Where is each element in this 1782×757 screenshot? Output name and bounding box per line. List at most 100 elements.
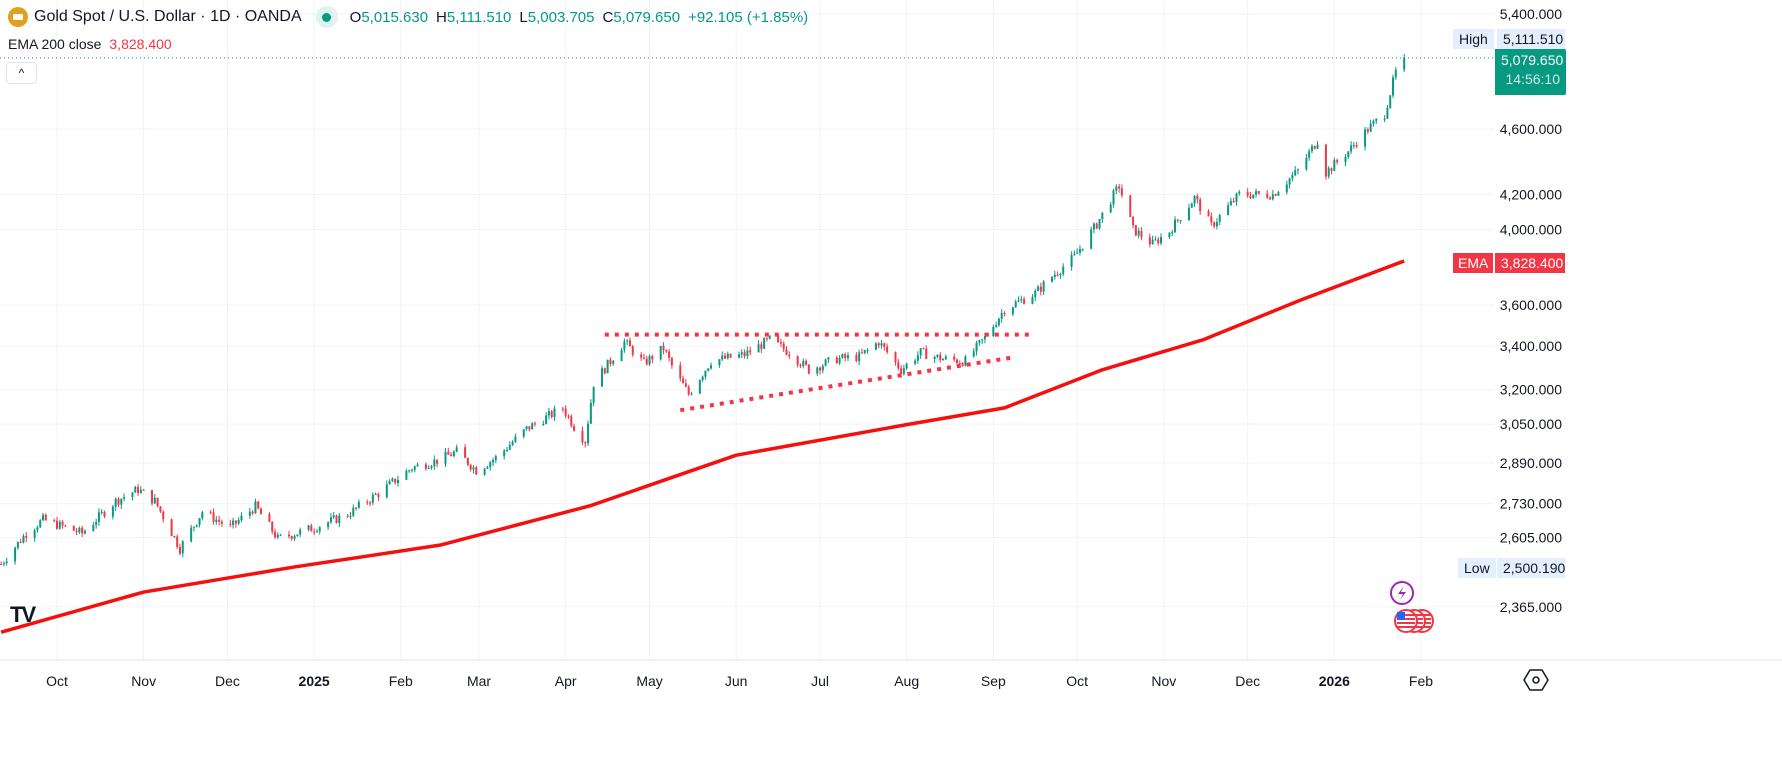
candle-body	[1294, 170, 1297, 176]
candle-body	[589, 402, 592, 424]
candle-body	[609, 359, 612, 364]
candle-body	[701, 376, 704, 381]
candle-body	[466, 457, 469, 465]
candle-body	[1140, 230, 1143, 238]
support-trendline	[679, 355, 1014, 413]
candle-body	[690, 393, 693, 395]
candle-body	[958, 362, 961, 364]
candle-body	[58, 521, 61, 529]
candle-body	[1308, 151, 1311, 158]
candle-body	[916, 355, 919, 361]
candle-body	[567, 415, 570, 417]
y-tick-label: 2,730.000	[1500, 496, 1562, 512]
candle-body	[642, 357, 645, 359]
candle-body	[489, 462, 492, 468]
candle-body	[120, 498, 123, 505]
candle-body	[805, 360, 808, 365]
candle-body	[408, 470, 411, 472]
y-tick-label: 3,600.000	[1500, 297, 1562, 313]
candle-body	[178, 547, 181, 554]
candle-body	[391, 478, 394, 482]
candle-body	[1151, 239, 1154, 245]
candle-body	[117, 498, 120, 505]
candle-body	[757, 344, 760, 353]
candle-body	[846, 355, 849, 359]
candle-body	[1252, 194, 1255, 199]
ema-legend[interactable]: EMA 200 close 3,828.400	[8, 36, 172, 52]
candle-body	[1160, 237, 1163, 244]
low-value: 5,003.705	[527, 8, 595, 26]
x-tick-label: May	[636, 673, 662, 689]
bar-countdown: 14:56:10	[1505, 71, 1561, 87]
change-value: +92.105 (+1.85%)	[688, 8, 809, 26]
candle-body	[863, 349, 866, 353]
market-status-icon[interactable]	[315, 6, 338, 28]
candle-body	[760, 344, 763, 349]
y-tick-label: 2,365.000	[1500, 599, 1562, 615]
candle-body	[92, 525, 95, 532]
candle-body	[416, 464, 419, 467]
candle-body	[234, 520, 237, 524]
candle-body	[626, 340, 629, 342]
candle-body	[665, 350, 668, 352]
candle-body	[545, 415, 548, 424]
candle-body	[1255, 191, 1258, 195]
candle-body	[508, 444, 511, 450]
x-tick-label: Dec	[1235, 673, 1260, 689]
candle-body	[726, 353, 729, 359]
candle-body	[1176, 219, 1179, 221]
candle-body	[936, 354, 939, 357]
candle-body	[721, 355, 724, 360]
x-tick-label: Aug	[894, 673, 919, 689]
y-tick-label: 2,605.000	[1500, 529, 1562, 545]
candle-body	[710, 365, 713, 369]
candle-body	[612, 361, 615, 364]
candle-body	[240, 515, 243, 521]
candle-body	[841, 354, 844, 358]
x-tick-label: Oct	[46, 673, 68, 689]
candle-body	[687, 386, 690, 395]
candle-body	[268, 514, 271, 522]
candle-body	[1274, 194, 1277, 196]
ema-value: 3,828.400	[109, 36, 172, 52]
candle-body	[1042, 281, 1045, 292]
candle-body	[427, 467, 430, 469]
candle-body	[296, 534, 299, 537]
candle-body	[953, 356, 956, 360]
candle-body	[855, 355, 858, 362]
candle-body	[514, 436, 517, 442]
candle-body	[1053, 274, 1056, 278]
tradingview-logo[interactable]: TV	[10, 602, 36, 627]
candle-body	[1296, 169, 1299, 171]
candle-body	[992, 326, 995, 336]
candle-body	[1291, 175, 1294, 179]
candle-body	[352, 507, 355, 516]
candle-body	[81, 527, 84, 534]
symbol-title[interactable]: Gold Spot / U.S. Dollar · 1D · OANDA	[34, 8, 302, 25]
x-tick-label: Jun	[725, 673, 748, 689]
x-tick-label: Oct	[1066, 673, 1088, 689]
candle-body	[1305, 157, 1308, 170]
lightning-glyph	[1398, 586, 1406, 600]
candle-body	[1366, 129, 1369, 132]
candle-body	[1249, 195, 1252, 199]
candle-body	[724, 355, 727, 359]
candle-body	[346, 515, 349, 517]
candle-body	[377, 494, 380, 497]
candle-body	[1120, 188, 1123, 196]
candle-body	[1112, 190, 1115, 205]
collapse-legend-button[interactable]: ^	[6, 62, 37, 84]
candle-body	[410, 469, 413, 471]
candle-body	[1383, 118, 1386, 120]
candle-body	[939, 354, 942, 361]
ema-200-line	[0, 259, 1405, 634]
candle-body	[413, 466, 416, 470]
candle-body	[447, 451, 450, 455]
candle-body	[779, 342, 782, 344]
candle-body	[14, 547, 17, 562]
candle-body	[997, 318, 1000, 326]
candle-body	[631, 346, 634, 355]
candle-body	[961, 363, 964, 366]
candle-body	[1369, 123, 1372, 132]
